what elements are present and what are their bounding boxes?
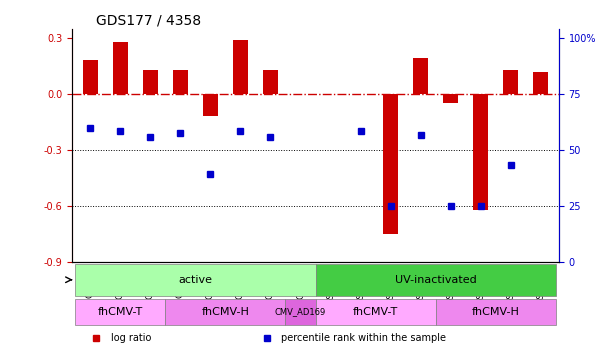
Bar xyxy=(444,94,458,103)
Text: UV-inactivated: UV-inactivated xyxy=(395,275,477,285)
FancyBboxPatch shape xyxy=(316,264,556,296)
Text: log ratio: log ratio xyxy=(111,333,151,343)
Bar xyxy=(113,42,128,94)
Text: CMV_AD169: CMV_AD169 xyxy=(275,307,326,316)
FancyBboxPatch shape xyxy=(75,299,165,325)
Bar xyxy=(383,94,398,234)
FancyBboxPatch shape xyxy=(316,299,436,325)
FancyBboxPatch shape xyxy=(165,299,285,325)
Text: percentile rank within the sample: percentile rank within the sample xyxy=(281,333,447,343)
Bar xyxy=(534,71,549,94)
Bar xyxy=(263,70,278,94)
Bar xyxy=(82,60,97,94)
Bar xyxy=(474,94,488,210)
FancyBboxPatch shape xyxy=(75,264,316,296)
Bar xyxy=(143,70,157,94)
Text: fhCMV-T: fhCMV-T xyxy=(353,307,398,317)
Bar xyxy=(504,70,519,94)
Text: GDS177 / 4358: GDS177 / 4358 xyxy=(96,14,201,27)
Bar xyxy=(233,40,248,94)
Text: fhCMV-H: fhCMV-H xyxy=(472,307,520,317)
Bar xyxy=(203,94,218,116)
Bar xyxy=(173,70,188,94)
FancyBboxPatch shape xyxy=(285,299,316,325)
FancyBboxPatch shape xyxy=(436,299,556,325)
Text: active: active xyxy=(178,275,212,285)
Bar xyxy=(413,59,428,94)
Text: fhCMV-T: fhCMV-T xyxy=(97,307,143,317)
Text: fhCMV-H: fhCMV-H xyxy=(201,307,249,317)
